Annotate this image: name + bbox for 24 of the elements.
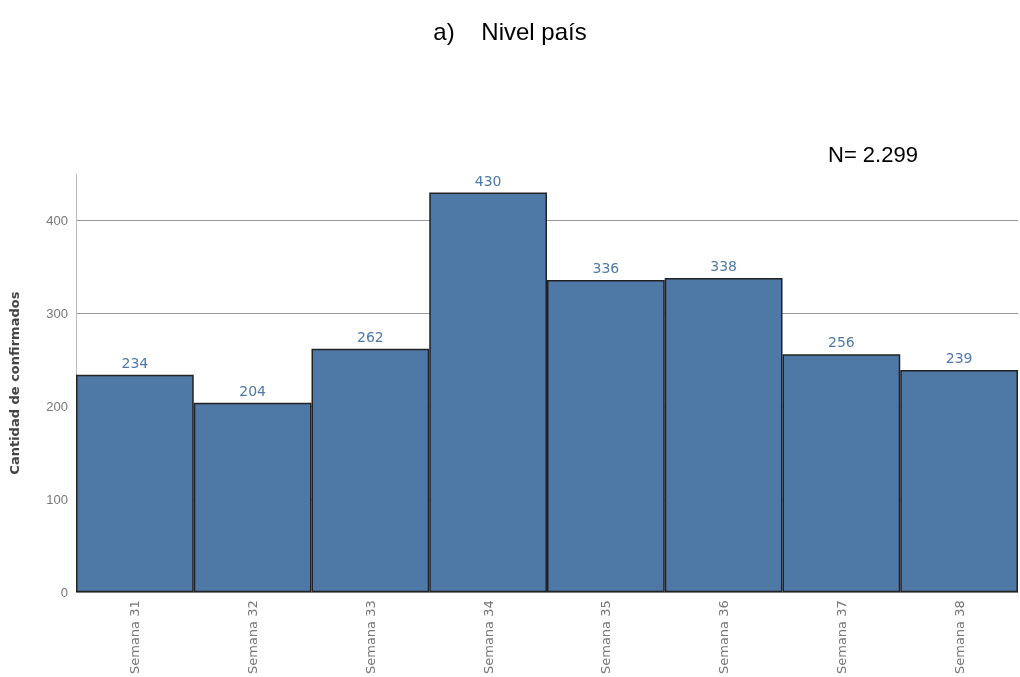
y-tick-label: 200: [46, 398, 68, 414]
y-tick-label: 400: [46, 212, 68, 228]
x-tick-label: Semana 38: [951, 600, 967, 675]
y-axis-title: Cantidad de confirmados: [7, 291, 22, 475]
y-tick-label: 0: [60, 584, 68, 600]
data-label: 430: [474, 172, 502, 189]
data-label: 256: [828, 334, 855, 351]
x-tick-label: Semana 37: [833, 600, 849, 675]
data-label: 204: [239, 382, 267, 399]
text: N= 2.299: [828, 141, 918, 167]
x-tick-label: Semana 33: [362, 600, 378, 675]
x-tick-label: Semana 35: [598, 600, 614, 675]
x-tick-label: Semana 34: [480, 600, 496, 675]
chart-title: a) Nivel país: [433, 17, 587, 45]
x-tick-label: Semana 31: [127, 600, 143, 675]
x-tick-label: Semana 32: [245, 600, 261, 675]
y-tick-label: 100: [46, 491, 68, 507]
data-label: 234: [121, 354, 149, 371]
y-tick-label: 300: [46, 305, 68, 321]
data-label: 262: [357, 328, 384, 345]
data-label: 338: [710, 258, 737, 275]
data-label: 336: [592, 259, 620, 276]
x-tick-label: Semana 36: [716, 600, 732, 675]
data-label: 239: [945, 350, 973, 367]
